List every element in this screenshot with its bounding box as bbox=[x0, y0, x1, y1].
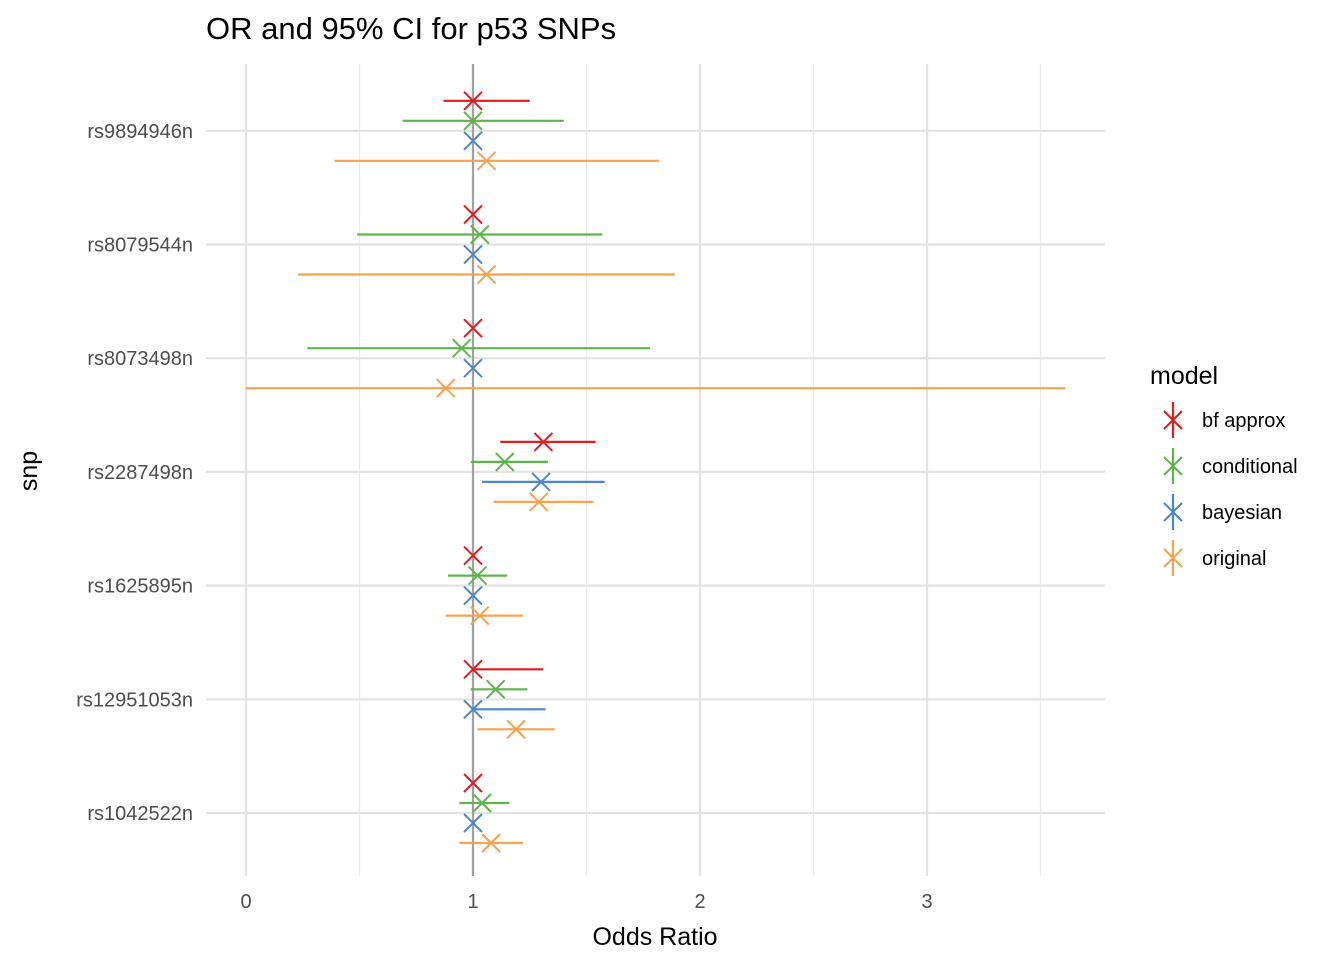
y-tick-label: rs1042522n bbox=[87, 803, 193, 825]
point-estimate bbox=[463, 131, 483, 151]
y-tick-label: rs2287498n bbox=[87, 462, 193, 484]
y-tick-label: rs9894946n bbox=[87, 121, 193, 143]
point-estimate bbox=[531, 472, 551, 492]
point-estimate bbox=[463, 244, 483, 265]
x-tick-label: 0 bbox=[240, 891, 251, 913]
point-estimate bbox=[463, 204, 483, 225]
legend-key-cross bbox=[1163, 502, 1183, 522]
point-estimate bbox=[467, 565, 488, 586]
series-original bbox=[246, 151, 1066, 853]
legend-item: bf approx bbox=[1163, 402, 1285, 438]
point-estimate bbox=[476, 264, 497, 285]
legend: model bf approx conditional bayesian origin… bbox=[1150, 362, 1298, 576]
legend-item: bayesian bbox=[1163, 494, 1282, 530]
legend-key-cross bbox=[1163, 548, 1183, 568]
point-estimate bbox=[472, 793, 492, 813]
y-tick-label: rs1625895n bbox=[87, 576, 193, 598]
point-estimate bbox=[463, 773, 483, 793]
y-axis-label: snp bbox=[15, 451, 43, 491]
legend-key-cross bbox=[1163, 410, 1183, 430]
axes-layer: 0 1 2 3 rs9894946n rs8079544n rs8073498n rs2287… bbox=[76, 121, 932, 913]
point-estimate bbox=[463, 358, 483, 378]
point-estimate bbox=[481, 833, 501, 853]
point-estimate bbox=[463, 545, 483, 566]
point-estimate bbox=[533, 432, 554, 452]
legend-label: original bbox=[1202, 548, 1266, 570]
legend-key-cross bbox=[1163, 456, 1183, 476]
series-bayesian bbox=[463, 131, 605, 833]
chart-title: OR and 95% CI for p53 SNPs bbox=[206, 11, 616, 46]
point-estimate bbox=[463, 318, 483, 338]
point-estimate bbox=[470, 224, 490, 245]
point-estimate bbox=[463, 813, 483, 833]
point-estimate bbox=[476, 151, 497, 171]
grid-layer bbox=[206, 64, 1105, 876]
point-estimate bbox=[463, 585, 483, 606]
point-estimate bbox=[470, 605, 490, 626]
x-tick-label: 2 bbox=[694, 891, 705, 913]
legend-title: model bbox=[1150, 362, 1218, 390]
legend-item: conditional bbox=[1163, 448, 1298, 484]
series-conditional bbox=[307, 111, 651, 813]
y-tick-label: rs8073498n bbox=[87, 348, 193, 370]
x-tick-label: 3 bbox=[921, 891, 932, 913]
legend-label: bayesian bbox=[1202, 502, 1282, 524]
point-estimate bbox=[463, 699, 483, 720]
point-estimate bbox=[463, 111, 483, 131]
x-tick-label: 1 bbox=[467, 891, 478, 913]
point-estimate bbox=[436, 378, 456, 398]
point-estimate bbox=[529, 492, 549, 512]
series-bf-approx bbox=[443, 91, 596, 793]
point-estimate bbox=[463, 91, 483, 111]
legend-label: bf approx bbox=[1202, 410, 1285, 432]
point-estimate bbox=[495, 452, 515, 472]
y-tick-label: rs12951053n bbox=[76, 689, 193, 711]
point-estimate bbox=[485, 679, 506, 700]
y-tick-label: rs8079544n bbox=[87, 235, 193, 257]
legend-label: conditional bbox=[1202, 456, 1298, 478]
point-estimate bbox=[451, 338, 472, 358]
marks-layer bbox=[246, 91, 1066, 853]
legend-item: original bbox=[1163, 540, 1266, 576]
point-estimate bbox=[463, 659, 483, 680]
point-estimate bbox=[506, 719, 526, 740]
x-axis-label: Odds Ratio bbox=[592, 923, 717, 951]
